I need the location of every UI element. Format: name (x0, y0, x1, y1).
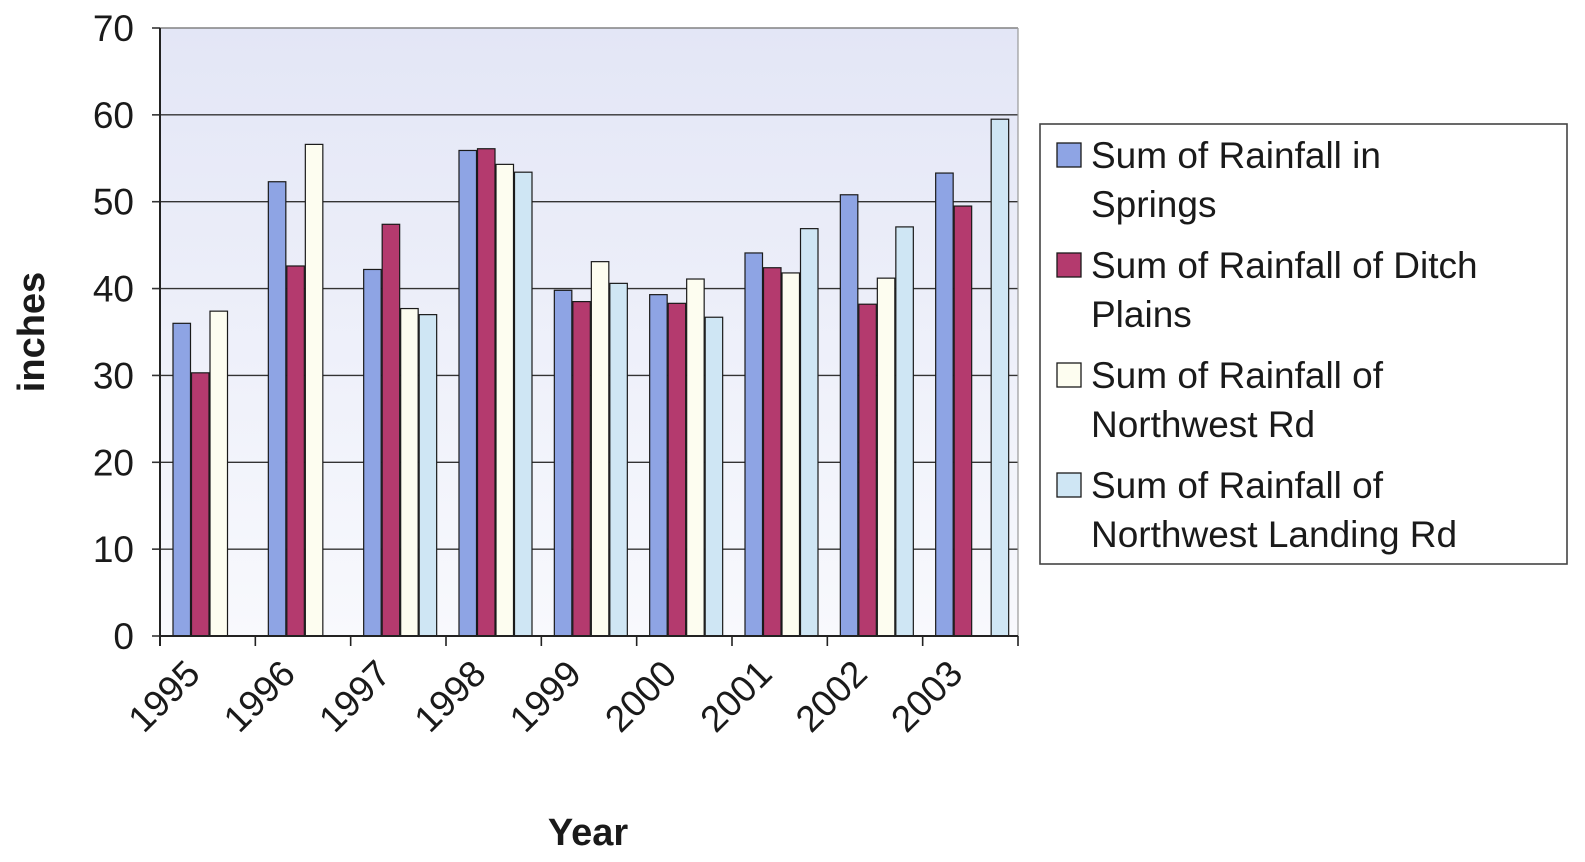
y-tick-label: 60 (93, 95, 134, 136)
axes (152, 27, 1019, 646)
y-tick-label: 30 (93, 355, 134, 396)
legend: Sum of Rainfall in Springs Sum of Rainfall… (1039, 123, 1568, 565)
legend-box (1039, 123, 1568, 565)
bar-3-1997 (400, 307, 419, 637)
y-tick-label: 0 (113, 616, 134, 657)
legend-label: Sum of Rainfall of Ditch (1091, 245, 1478, 286)
legend-label: Springs (1091, 184, 1216, 225)
bar-1-1999 (553, 289, 573, 637)
bar-2-1997 (381, 223, 401, 637)
bar-1-2002 (839, 194, 859, 637)
y-tick-label: 40 (93, 269, 134, 310)
bar-3-1999 (590, 261, 610, 637)
bar-2-1996 (286, 265, 305, 637)
bar-4-2003 (990, 118, 1010, 637)
x-tick-label: 1999 (502, 653, 589, 740)
bar-2-2000 (667, 302, 687, 637)
x-tick-label: 2003 (883, 653, 970, 740)
x-tick-label: 1998 (406, 653, 493, 740)
legend-label: Northwest Rd (1091, 404, 1315, 445)
x-tick-labels: 1995 1996 1997 1998 1999 2000 2001 2002 2003 (120, 653, 970, 740)
bar-1-1995 (172, 322, 192, 637)
x-tick-label: 1995 (120, 653, 207, 740)
bars (172, 118, 1010, 637)
bar-2-2001 (762, 267, 782, 637)
bar-2-1998 (476, 148, 496, 637)
legend-swatch (1056, 142, 1082, 168)
legend-label: Plains (1091, 294, 1192, 335)
legend-swatch (1056, 252, 1082, 278)
y-tick-label: 20 (93, 442, 134, 483)
bar-1-2001 (744, 252, 764, 637)
bar-4-2000 (704, 316, 724, 637)
bar-2-1995 (190, 372, 210, 637)
bar-1-1998 (458, 149, 478, 637)
x-tick-label: 1996 (216, 653, 303, 740)
bar-3-1996 (304, 143, 324, 637)
bar-4-2001 (799, 228, 819, 637)
bar-1-1997 (363, 268, 382, 637)
y-tick-label: 50 (93, 182, 134, 223)
legend-label: Sum of Rainfall of (1091, 465, 1384, 506)
x-tick-label: 2001 (692, 653, 779, 740)
bar-2-2002 (858, 303, 877, 637)
bar-3-2002 (876, 277, 896, 637)
bar-3-1995 (209, 310, 229, 637)
y-tick-label: 70 (93, 8, 134, 49)
bar-1-2000 (649, 294, 668, 637)
legend-label: Sum of Rainfall in (1091, 135, 1381, 176)
bar-4-1999 (609, 282, 628, 637)
legend-swatch (1056, 472, 1082, 498)
x-tick-label: 1997 (311, 653, 398, 740)
bar-4-1998 (513, 171, 533, 637)
x-tick-label: 2000 (597, 653, 684, 740)
bar-3-2001 (781, 272, 801, 637)
x-axis-title: Year (548, 812, 629, 854)
legend-swatch (1056, 362, 1082, 388)
bar-4-2002 (895, 226, 914, 637)
y-axis-title: inches (11, 272, 53, 392)
bar-1-1996 (267, 181, 287, 637)
x-tick-label: 2002 (788, 653, 875, 740)
legend-label: Northwest Landing Rd (1091, 514, 1457, 555)
bar-2-1999 (572, 301, 591, 637)
bar-3-1998 (495, 163, 515, 637)
y-tick-label: 10 (93, 529, 134, 570)
legend-label: Sum of Rainfall of (1091, 355, 1384, 396)
bar-4-1997 (418, 314, 438, 637)
bar-2-2003 (953, 205, 973, 637)
bar-3-2000 (686, 278, 705, 637)
y-tick-labels: 0 10 20 30 40 50 60 70 (93, 8, 134, 657)
bar-1-2003 (935, 172, 954, 637)
